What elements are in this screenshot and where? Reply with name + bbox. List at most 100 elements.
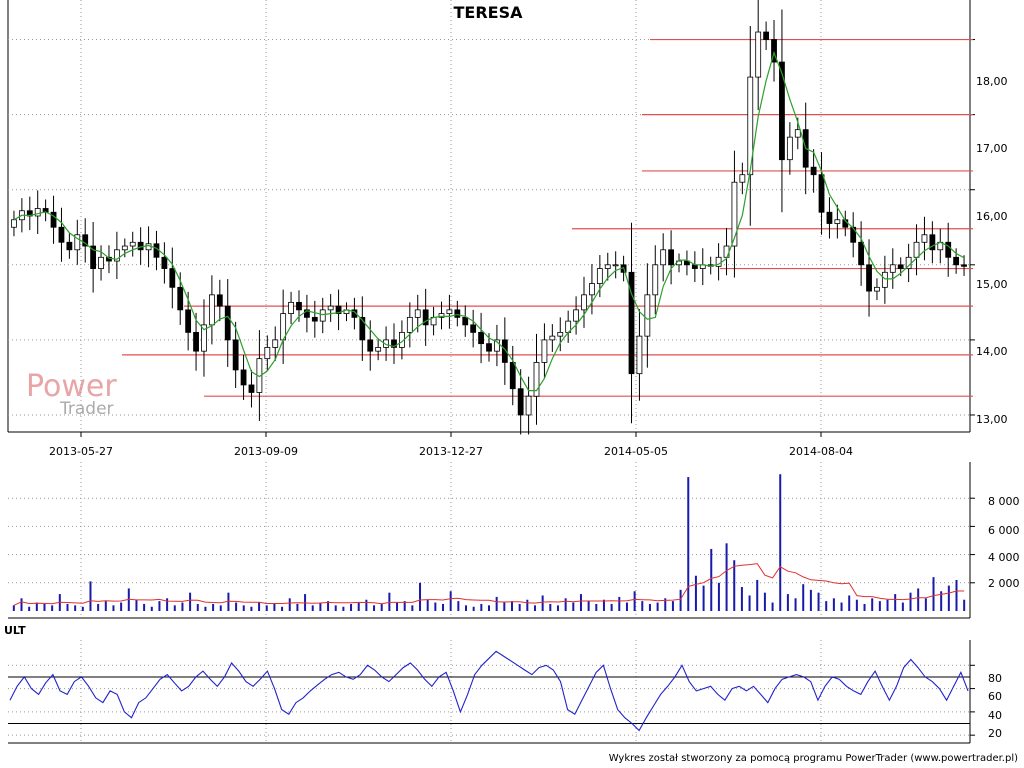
candle-15 [129,231,136,257]
candle-35 [288,291,294,325]
vol-bar-10 [89,581,92,611]
candle-body-78 [628,271,635,375]
candle-body-116 [929,234,936,251]
vol-tick-label-3: 8 000 [988,495,1020,508]
y-tick-label-0: 13,00 [976,413,1008,426]
candle-body-7 [66,241,73,251]
candle-73 [589,264,595,315]
vol-bar-34 [273,603,276,611]
vol-bar-56 [442,603,445,611]
vol-bar-63 [495,596,498,611]
price-y-ticks: 13,00 14,00 15,00 16,00 17,00 18,00 [976,75,1008,426]
candle-98 [786,122,793,175]
vol-bar-71 [556,605,559,611]
vol-bar-101 [786,594,789,611]
candle-body-71 [573,309,579,322]
vol-bar-94 [733,560,736,611]
y-tick-label-3: 16,00 [976,210,1008,223]
candle-body-40 [327,305,334,311]
vol-bar-83 [648,603,651,611]
candle-27 [224,279,231,367]
vol-bar-119 [924,598,927,611]
candle-89 [715,243,722,281]
vol-bar-91 [710,548,713,611]
ma-line [13,50,965,392]
vol-bar-95 [740,587,743,611]
vol-bar-108 [840,602,843,611]
candle-body-65 [525,395,532,416]
candle-71 [573,296,579,335]
vol-bar-110 [855,599,858,611]
candle-103 [826,197,833,239]
candle-body-74 [596,268,603,284]
vol-bar-85 [664,598,667,611]
candle-37 [304,294,310,333]
vol-bar-114 [886,599,889,611]
candle-5 [50,195,57,244]
price-grid [8,0,975,432]
vol-bar-67 [526,599,529,611]
candle-body-28 [232,339,239,371]
vol-bar-77 [602,599,605,611]
vol-bar-11 [97,603,100,611]
vol-bar-111 [863,603,866,611]
candle-body-120 [961,264,967,267]
vol-bar-46 [365,599,368,611]
candle-34 [280,289,287,364]
vol-bar-37 [296,603,299,611]
candle-68 [549,324,556,352]
candle-body-73 [589,283,595,296]
candle-body-60 [486,343,492,352]
vol-bar-47 [373,605,376,611]
candle-body-111 [889,264,896,273]
candle-9 [82,218,89,263]
vol-bar-29 [235,602,238,611]
candle-body-97 [779,61,785,161]
candle-body-62 [501,339,508,363]
vol-bar-75 [587,601,590,611]
candle-101 [810,149,817,193]
candle-body-118 [945,241,952,258]
candle-78 [628,222,635,424]
candle-body-32 [264,347,271,360]
candle-body-98 [786,136,793,161]
candle-body-56 [454,309,461,318]
candle-body-69 [557,331,564,337]
vol-bar-93 [725,543,728,611]
vol-bar-61 [480,603,483,611]
vol-bar-82 [641,601,644,611]
x-tick-label-4: 2014-08-04 [789,445,853,458]
ult-tick-label-0: 20 [988,727,1002,740]
candle-body-41 [335,305,342,315]
candle-39 [319,297,326,334]
vol-bar-106 [825,601,828,611]
candle-body-33 [272,339,279,348]
vol-bar-100 [779,474,782,611]
candle-13 [113,231,120,280]
candle-92 [739,162,746,195]
vol-bar-4 [43,603,46,611]
vol-bar-33 [265,605,268,611]
candle-body-95 [763,31,770,40]
vol-bar-104 [809,589,812,611]
vol-bar-103 [802,584,805,611]
candle-67 [541,323,548,379]
candle-59 [478,312,484,364]
candle-body-79 [636,335,643,375]
candle-body-48 [391,339,397,348]
candle-body-112 [897,264,904,269]
candle-0 [11,210,17,237]
vol-bar-60 [472,606,475,611]
candle-52 [422,288,429,346]
candle-32 [264,335,271,371]
vol-bar-14 [120,602,123,611]
vol-bar-65 [510,601,513,611]
vol-bar-116 [901,602,904,611]
vol-bar-18 [150,606,153,611]
vol-bar-112 [871,598,874,611]
candle-body-29 [240,369,247,386]
candle-body-57 [462,316,469,326]
candle-body-91 [731,181,738,247]
candle-body-63 [509,362,516,390]
vol-bar-31 [250,606,253,611]
